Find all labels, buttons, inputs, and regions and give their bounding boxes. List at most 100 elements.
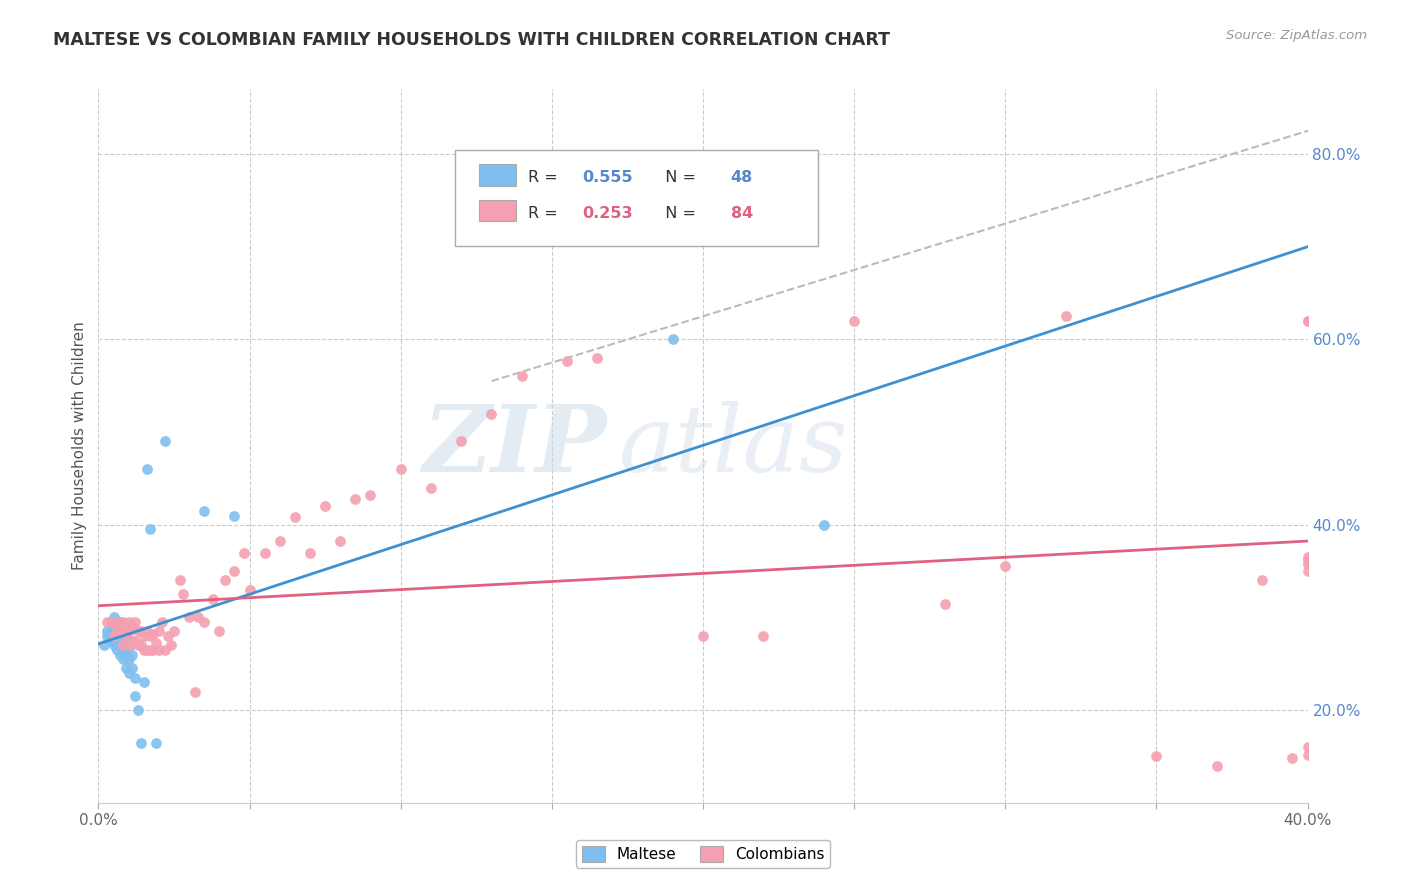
Point (360, 488, 382, 502)
Legend: Maltese, Colombians: Maltese, Colombians (575, 840, 831, 868)
Point (1296, 747, 1319, 762)
Point (934, 597, 956, 611)
Point (135, 643, 157, 657)
Point (103, 633, 125, 648)
Point (93, 638, 115, 652)
Point (844, 314, 866, 328)
FancyBboxPatch shape (479, 164, 516, 186)
Point (100, 629, 122, 643)
Point (1296, 557, 1319, 571)
Point (224, 508, 246, 523)
Point (100, 633, 122, 648)
Point (1296, 550, 1319, 565)
Point (139, 523, 162, 537)
Point (193, 615, 215, 629)
FancyBboxPatch shape (479, 200, 516, 221)
Point (118, 615, 141, 629)
Text: ZIP: ZIP (422, 401, 606, 491)
Point (184, 684, 207, 698)
Point (156, 629, 179, 643)
Point (111, 615, 134, 629)
Point (142, 643, 165, 657)
Point (239, 582, 262, 597)
Point (153, 434, 176, 449)
Point (269, 534, 291, 549)
Point (103, 638, 125, 652)
Point (111, 652, 134, 666)
Point (100, 620, 122, 634)
Point (1054, 310, 1077, 324)
Text: 0.253: 0.253 (582, 205, 633, 220)
Point (132, 675, 155, 690)
Text: 48: 48 (731, 169, 754, 185)
Point (105, 629, 128, 643)
Point (555, 353, 578, 368)
Point (121, 661, 143, 675)
Point (224, 564, 246, 578)
Point (1206, 758, 1229, 772)
Point (314, 500, 336, 514)
Point (105, 624, 128, 639)
Point (450, 434, 472, 449)
Point (114, 629, 136, 643)
Point (169, 574, 191, 588)
Point (148, 643, 170, 657)
Point (1281, 751, 1303, 765)
Point (121, 620, 143, 634)
Point (124, 633, 146, 648)
Point (108, 624, 131, 639)
Point (163, 624, 186, 639)
Y-axis label: Family Households with Children: Family Households with Children (72, 322, 87, 570)
Point (139, 629, 162, 643)
Point (142, 627, 165, 641)
Point (299, 545, 322, 559)
Point (692, 629, 714, 643)
Point (420, 481, 443, 495)
Text: 0.555: 0.555 (582, 169, 633, 185)
Point (135, 462, 157, 476)
Point (1296, 314, 1319, 328)
Point (1144, 749, 1167, 764)
Point (129, 638, 152, 652)
Point (135, 624, 157, 639)
Point (121, 633, 143, 648)
Point (150, 615, 173, 629)
Point (661, 333, 683, 347)
Text: N =: N = (655, 205, 700, 220)
Text: N =: N = (655, 169, 700, 185)
Point (153, 643, 176, 657)
Point (114, 629, 136, 643)
Point (114, 661, 136, 675)
Point (193, 504, 215, 518)
Point (108, 615, 131, 629)
Text: R =: R = (527, 205, 562, 220)
Point (214, 574, 236, 588)
Point (253, 545, 276, 559)
Point (118, 638, 141, 652)
Point (105, 615, 128, 629)
Text: R =: R = (527, 169, 562, 185)
Point (100, 624, 122, 639)
Point (118, 624, 141, 639)
Point (994, 559, 1017, 574)
Point (752, 629, 775, 643)
Point (1296, 314, 1319, 328)
Point (103, 620, 125, 634)
Point (118, 652, 141, 666)
Point (139, 643, 162, 657)
Point (105, 633, 128, 648)
FancyBboxPatch shape (456, 150, 818, 246)
Point (172, 587, 194, 601)
Point (118, 640, 141, 654)
Point (160, 638, 183, 652)
Point (124, 671, 146, 685)
Point (96, 624, 118, 639)
Point (1296, 553, 1319, 567)
Text: 84: 84 (731, 205, 754, 220)
Point (389, 462, 412, 476)
Point (208, 624, 231, 639)
Point (1251, 574, 1274, 588)
Point (344, 491, 367, 506)
Point (145, 735, 167, 749)
Point (108, 648, 131, 662)
